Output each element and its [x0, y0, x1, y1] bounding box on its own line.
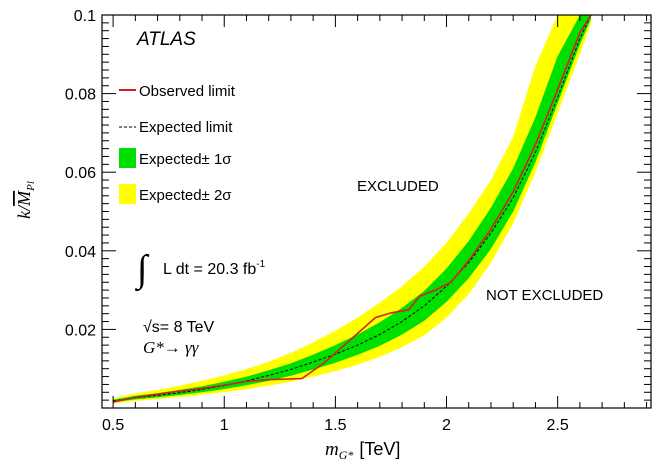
- y-tick-label: 0.02: [65, 322, 96, 339]
- x-tick-label: 2.5: [547, 417, 569, 434]
- lumi-exponent: -1: [256, 259, 265, 270]
- x-axis-title-unit: [TeV]: [359, 439, 400, 459]
- x-tick-label: 1: [220, 417, 229, 434]
- x-tick-label: 1.5: [324, 417, 346, 434]
- one-sigma-band: [113, 15, 591, 403]
- legend-one-sigma-swatch: [119, 148, 136, 168]
- energy-label: √s= 8 TeV: [143, 319, 215, 336]
- legend-observed-label: Observed limit: [139, 83, 236, 100]
- atlas-label: ATLAS: [136, 29, 196, 50]
- legend-two-sigma-swatch: [119, 184, 136, 204]
- svg-text:k/MPl: k/MPl: [14, 181, 37, 219]
- y-tick-label: 0.04: [65, 244, 96, 261]
- y-axis-title-k: k/: [14, 204, 34, 219]
- legend-two-sigma-label: Expected± 2σ: [139, 187, 232, 204]
- lumi-value: L dt = 20.3 fb: [163, 261, 256, 278]
- expected-bands: [113, 15, 591, 404]
- y-tick-label: 0.06: [65, 165, 96, 182]
- limit-lines: [112, 15, 592, 403]
- y-axis-title-m: M: [14, 190, 34, 207]
- legend-expected-label: Expected limit: [139, 119, 233, 136]
- lumi-text: L dt = 20.3 fb-1: [163, 259, 266, 278]
- lumi-integral-sign: ∫: [135, 248, 150, 292]
- y-tick-label: 0.08: [65, 87, 96, 104]
- excluded-annotation: EXCLUDED: [357, 178, 439, 195]
- x-axis-title-sub: G*: [339, 448, 354, 462]
- legend: Observed limit Expected limit Expected± …: [119, 83, 236, 204]
- y-axis-title: k/MPl: [14, 181, 37, 219]
- process-label: G*→ γγ: [143, 338, 200, 357]
- not-excluded-annotation: NOT EXCLUDED: [486, 287, 603, 304]
- x-tick-label: 2: [442, 417, 451, 434]
- x-tick-label: 0.5: [102, 417, 124, 434]
- expected-limit-line: [113, 15, 592, 402]
- x-axis-title-main: m: [325, 439, 339, 460]
- x-axis-title: mG* [TeV]: [325, 439, 400, 462]
- axis-ticks: 0.5 1 1.5 2 2.5 0.02 0.04 0.06 0.08 0.1: [65, 8, 651, 434]
- observed-limit-line: [112, 15, 592, 403]
- y-tick-label: 0.1: [74, 8, 96, 25]
- y-axis-title-sub: Pl: [25, 181, 37, 192]
- legend-one-sigma-label: Expected± 1σ: [139, 151, 232, 168]
